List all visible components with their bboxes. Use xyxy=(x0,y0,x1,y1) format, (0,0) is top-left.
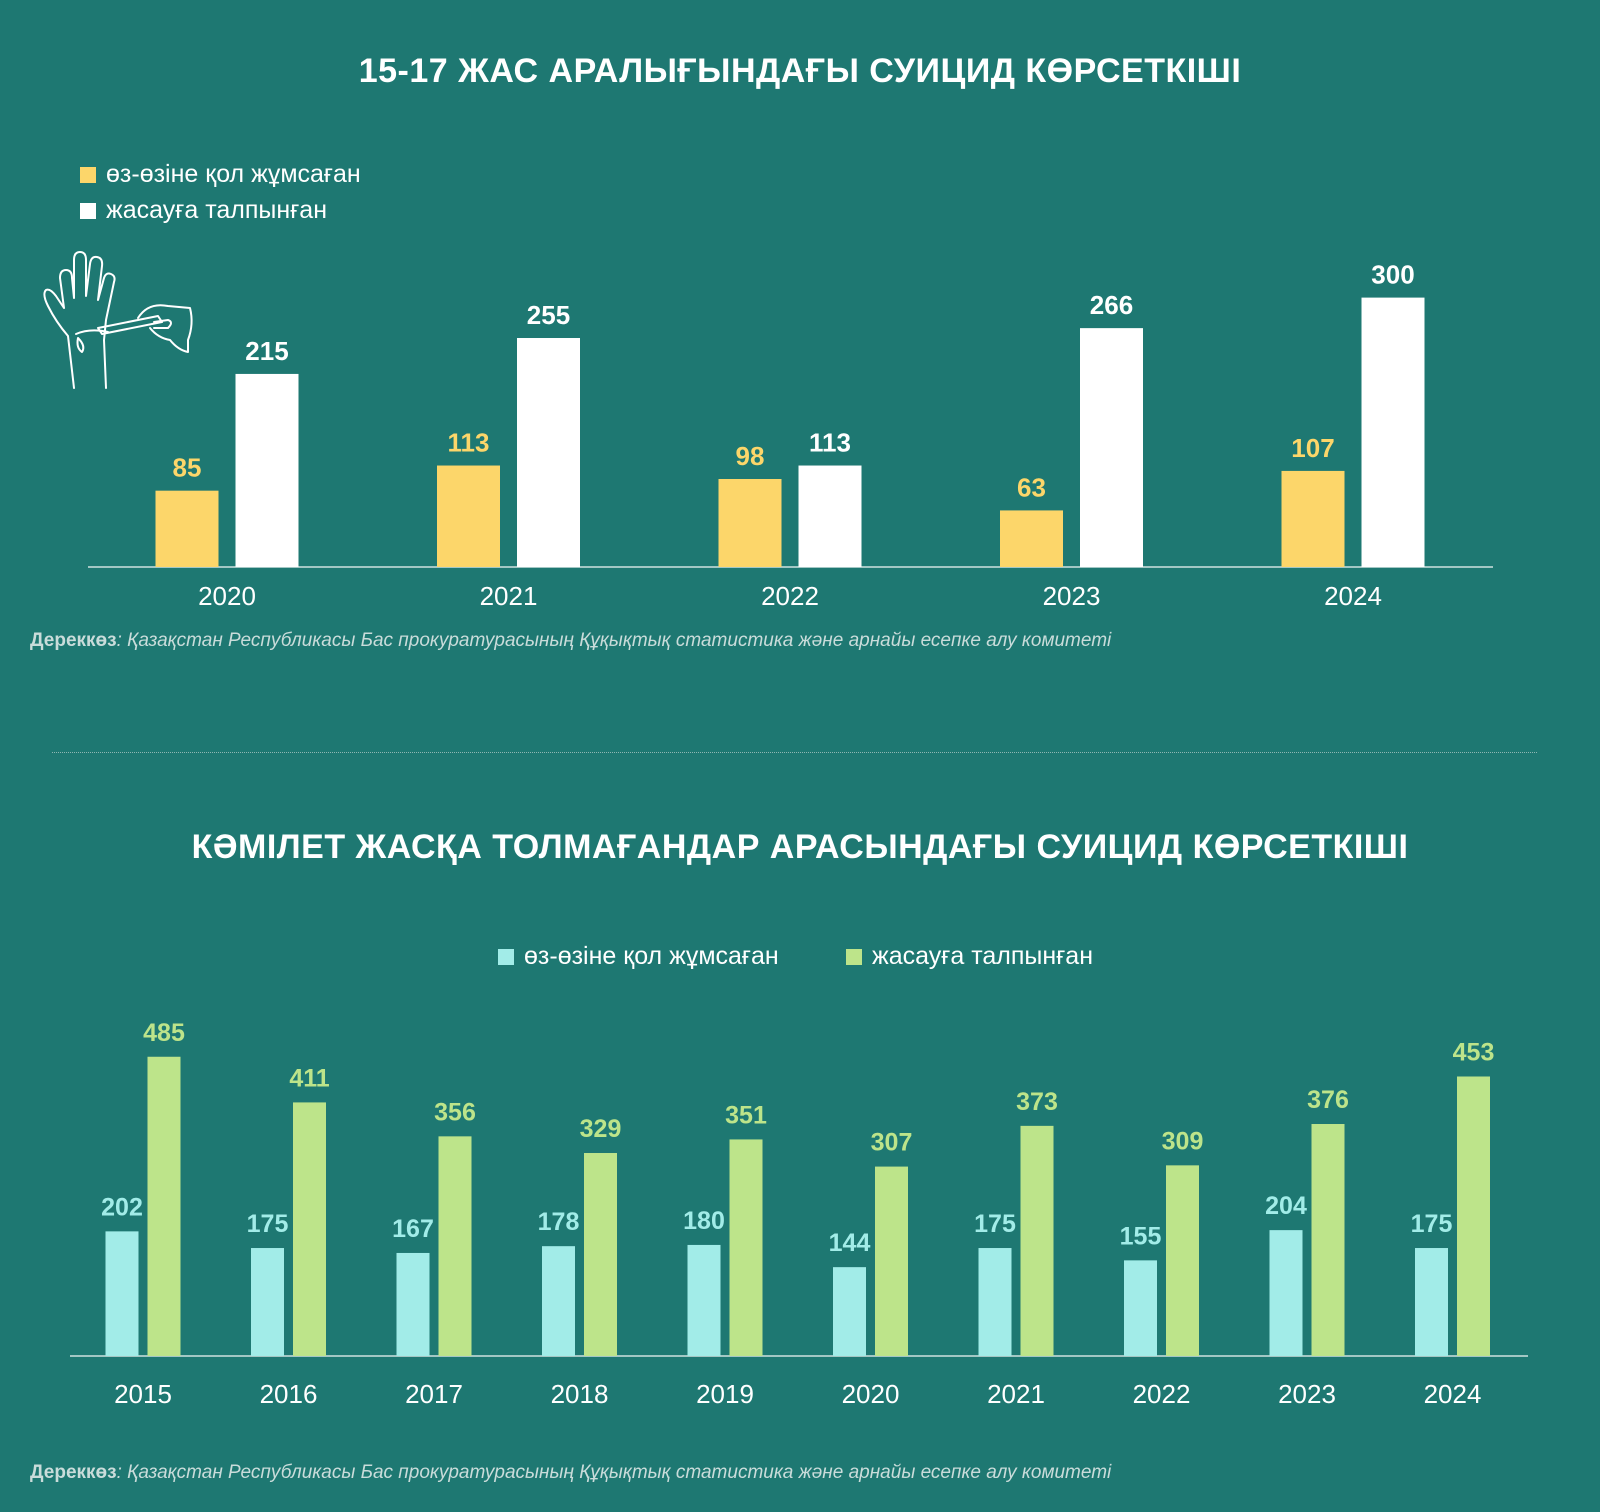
chart2-bar-series2 xyxy=(1020,1125,1054,1356)
chart2-tick-label: 2022 xyxy=(1133,1379,1191,1409)
chart2-legend-item-1: өз-өзіне қол жұмсаған xyxy=(498,942,779,971)
chart2-data-label: 178 xyxy=(538,1208,580,1236)
chart1-bar-series2 xyxy=(798,465,862,567)
chart1-legend-swatch-2 xyxy=(80,202,96,219)
chart2-data-label: 307 xyxy=(871,1129,913,1157)
chart2-tick-label: 2015 xyxy=(114,1379,172,1409)
chart2-bar-series2 xyxy=(584,1153,617,1356)
chart1-legend-item-1: өз-өзіне қол жұмсаған xyxy=(80,160,361,189)
chart1-data-label: 85 xyxy=(173,453,202,483)
chart2-data-label: 309 xyxy=(1162,1127,1204,1155)
chart1-legend-label-2: жасауға талпынған xyxy=(106,196,328,224)
chart2-bar-series1 xyxy=(978,1248,1012,1356)
chart1-bar-series1 xyxy=(1000,510,1063,567)
chart2-data-label: 351 xyxy=(725,1101,767,1129)
chart2-bar-series1 xyxy=(1415,1248,1448,1356)
chart1-bar-series2 xyxy=(1361,297,1425,567)
wrist-cut-icon xyxy=(43,251,193,389)
chart2-bar-series1 xyxy=(1269,1230,1303,1356)
chart1-data-label: 266 xyxy=(1090,290,1133,320)
chart1-svg: 85 215 2020 113 255 2021 98 113 2022 63 266 2023 107… xyxy=(88,260,1493,611)
chart2-bar-series2 xyxy=(438,1136,472,1356)
chart1-data-label: 98 xyxy=(736,441,765,471)
chart2-data-label: 329 xyxy=(580,1115,622,1143)
chart2-tick-label: 2020 xyxy=(842,1379,900,1409)
chart2-data-label: 155 xyxy=(1120,1222,1162,1250)
chart1-title: 15-17 ЖАС АРАЛЫҒЫНДАҒЫ СУИЦИД КӨРСЕТКІШІ xyxy=(358,52,1242,90)
chart2-bar-series2 xyxy=(147,1056,181,1356)
chart1-source: Дереккөз: Қазақстан Республикасы Бас про… xyxy=(30,630,1111,652)
chart1-legend-swatch-1 xyxy=(80,166,96,183)
chart2-bar-series2 xyxy=(729,1139,763,1356)
chart1-data-label: 63 xyxy=(1017,472,1046,502)
chart2-bar-series1 xyxy=(105,1231,139,1356)
chart2-bar-series2 xyxy=(1311,1124,1345,1356)
chart2-data-label: 373 xyxy=(1016,1088,1058,1116)
chart1-source-label: Дереккөз xyxy=(30,630,117,651)
chart1-tick-label: 2024 xyxy=(1324,581,1382,611)
chart1-tick-label: 2023 xyxy=(1043,581,1101,611)
chart1-legend-label-1: өз-өзіне қол жұмсаған xyxy=(106,160,361,188)
chart1-legend-item-2: жасауға талпынған xyxy=(80,196,327,225)
chart2-data-label: 175 xyxy=(1411,1210,1453,1238)
chart2-title: КӘМІЛЕТ ЖАСҚА ТОЛМАҒАНДАР АРАСЫНДАҒЫ СУИ… xyxy=(191,828,1409,866)
chart2-bar-series1 xyxy=(542,1246,575,1356)
chart1-bar-series2 xyxy=(517,338,580,567)
chart2-source: Дереккөз: Қазақстан Республикасы Бас про… xyxy=(30,1462,1111,1484)
chart2-data-label: 180 xyxy=(683,1207,725,1235)
chart2-data-label: 376 xyxy=(1307,1086,1349,1114)
chart2-bar-series2 xyxy=(293,1102,326,1356)
chart1-data-label: 255 xyxy=(527,300,570,330)
chart1-data-label: 107 xyxy=(1291,433,1334,463)
chart2-source-label: Дереккөз xyxy=(30,1462,117,1483)
chart1-tick-label: 2020 xyxy=(198,581,256,611)
chart2-data-label: 356 xyxy=(434,1098,476,1126)
chart2-data-label: 167 xyxy=(392,1215,434,1243)
chart2-bar-series1 xyxy=(251,1248,284,1356)
chart2-legend-label-1: өз-өзіне қол жұмсаған xyxy=(524,942,779,970)
chart2-bar-series1 xyxy=(833,1267,866,1356)
chart2-data-label: 204 xyxy=(1265,1192,1307,1220)
section-divider xyxy=(52,752,1537,753)
chart2-bar-series2 xyxy=(875,1166,908,1356)
chart2-data-label: 202 xyxy=(101,1193,143,1221)
chart2-legend-swatch-2 xyxy=(846,948,862,965)
chart2-source-text: : Қазақстан Республикасы Бас прокуратура… xyxy=(116,1462,1112,1483)
chart2-data-label: 411 xyxy=(289,1064,329,1092)
chart2-bar-series1 xyxy=(396,1252,430,1356)
chart1-bar-series1 xyxy=(1281,470,1345,567)
chart1-data-label: 215 xyxy=(245,336,288,366)
chart2-data-label: 175 xyxy=(247,1210,289,1238)
chart1-bar-series1 xyxy=(718,478,782,567)
chart2-tick-label: 2021 xyxy=(987,1379,1045,1409)
chart2-data-label: 453 xyxy=(1453,1038,1495,1066)
chart2-bar-series1 xyxy=(1124,1260,1157,1356)
chart1-bar-series2 xyxy=(235,373,299,567)
chart1-bar-series1 xyxy=(155,490,219,567)
chart1-data-label: 300 xyxy=(1371,260,1414,290)
chart1-data-label: 113 xyxy=(448,428,490,458)
chart2-svg: 202 485 2015 175 411 2016 167 356 2017 178 329 2018… xyxy=(70,1019,1528,1409)
chart2-legend-label-2: жасауға талпынған xyxy=(872,942,1094,970)
chart2-data-label: 144 xyxy=(829,1229,871,1257)
chart2-tick-label: 2016 xyxy=(260,1379,318,1409)
chart2-tick-label: 2017 xyxy=(405,1379,463,1409)
chart2-tick-label: 2018 xyxy=(551,1379,609,1409)
chart1-tick-label: 2021 xyxy=(480,581,538,611)
chart2-tick-label: 2019 xyxy=(696,1379,754,1409)
chart2-bar-series2 xyxy=(1457,1076,1490,1356)
chart2-bar-series1 xyxy=(687,1244,721,1356)
chart1-source-text: : Қазақстан Республикасы Бас прокуратура… xyxy=(116,630,1112,651)
chart2-tick-label: 2024 xyxy=(1424,1379,1482,1409)
chart2-legend-swatch-1 xyxy=(498,948,514,965)
chart1-bar-series2 xyxy=(1080,328,1143,567)
chart1-bar-series1 xyxy=(437,465,500,567)
chart2-legend-item-2: жасауға талпынған xyxy=(846,942,1093,971)
chart2-data-label: 175 xyxy=(974,1210,1016,1238)
chart1-data-label: 113 xyxy=(809,428,851,458)
chart1-tick-label: 2022 xyxy=(761,581,819,611)
chart2-tick-label: 2023 xyxy=(1278,1379,1336,1409)
chart2-bar-series2 xyxy=(1166,1165,1199,1356)
chart2-data-label: 485 xyxy=(143,1019,185,1047)
